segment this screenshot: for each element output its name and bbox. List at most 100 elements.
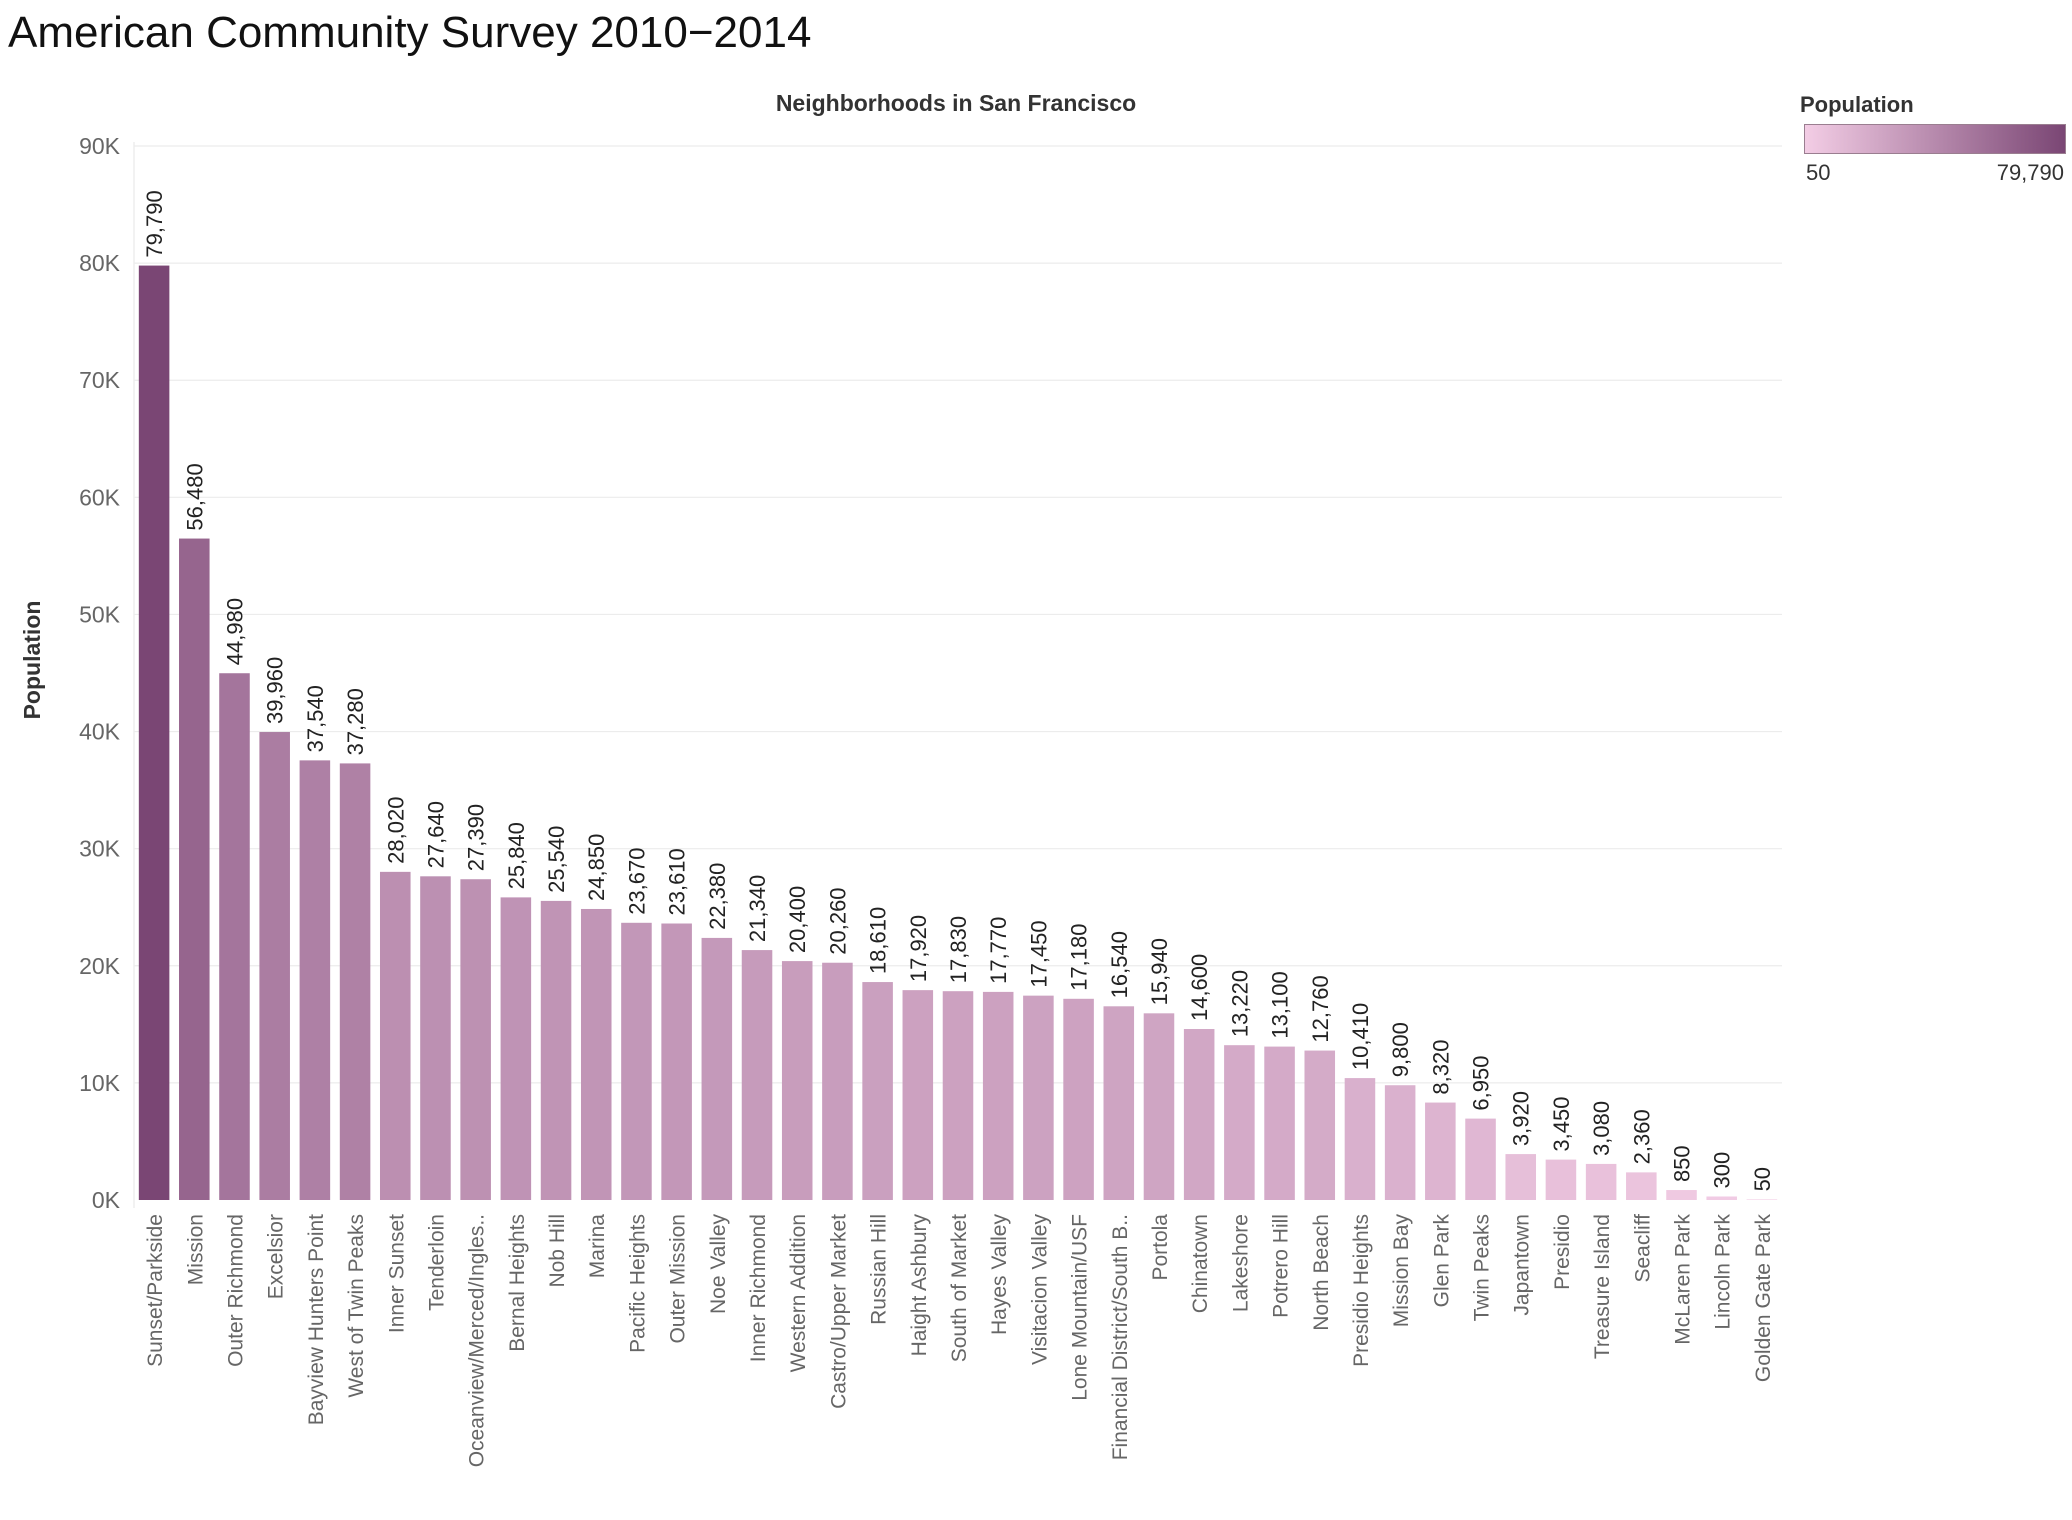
- y-tick-label: 20K: [79, 953, 121, 979]
- chart-title: Neighborhoods in San Francisco: [776, 90, 1136, 116]
- x-tick-label: Outer Mission: [667, 1214, 690, 1344]
- bar[interactable]: [1706, 1196, 1737, 1200]
- value-label: 23,610: [665, 848, 690, 915]
- value-label: 2,360: [1629, 1109, 1654, 1164]
- x-axis-ticks: Sunset/Parkside Mission Outer Richmond Exce…: [144, 1214, 1775, 1468]
- y-tick-label: 40K: [79, 719, 121, 745]
- bar[interactable]: [1183, 1029, 1215, 1200]
- x-tick-label: Treasure Island: [1591, 1214, 1614, 1359]
- x-tick-label: Presidio: [1551, 1214, 1574, 1290]
- value-labels: 79,790 56,480 44,980 39,960 37,540 37,280 28,0…: [142, 190, 1775, 1191]
- x-tick-label: Inner Richmond: [747, 1214, 770, 1362]
- value-label: 13,220: [1227, 970, 1252, 1037]
- bar[interactable]: [138, 265, 170, 1200]
- bar[interactable]: [1505, 1154, 1537, 1200]
- y-axis-title: Population: [19, 601, 45, 720]
- value-label: 17,920: [906, 915, 931, 982]
- x-tick-label: Pacific Heights: [626, 1214, 649, 1353]
- x-tick-label: Lincoln Park: [1712, 1214, 1735, 1330]
- bar[interactable]: [1585, 1163, 1617, 1200]
- x-tick-label: South of Market: [948, 1214, 971, 1362]
- bar[interactable]: [1063, 998, 1094, 1200]
- bar[interactable]: [1264, 1046, 1295, 1200]
- value-label: 24,850: [584, 834, 609, 901]
- x-tick-label: Chinatown: [1189, 1214, 1212, 1313]
- value-label: 17,830: [946, 916, 971, 983]
- value-label: 20,400: [785, 886, 810, 953]
- bar[interactable]: [339, 763, 371, 1200]
- value-label: 12,760: [1308, 975, 1333, 1042]
- bar[interactable]: [580, 908, 612, 1200]
- x-tick-label: Excelsior: [265, 1214, 288, 1299]
- x-tick-label: Western Addition: [787, 1214, 810, 1372]
- value-label: 20,260: [825, 887, 850, 954]
- bar[interactable]: [420, 876, 451, 1200]
- bar[interactable]: [1384, 1085, 1416, 1200]
- bar[interactable]: [1425, 1102, 1456, 1200]
- bar[interactable]: [741, 950, 773, 1200]
- bars: [138, 265, 1778, 1200]
- bar[interactable]: [379, 871, 411, 1200]
- value-label: 79,790: [142, 190, 167, 257]
- value-label: 6,950: [1469, 1056, 1494, 1111]
- bar[interactable]: [1465, 1118, 1496, 1200]
- bar[interactable]: [540, 900, 572, 1200]
- x-tick-label: Financial District/South B..: [1109, 1214, 1132, 1460]
- bar[interactable]: [902, 990, 934, 1200]
- bar[interactable]: [1143, 1013, 1175, 1200]
- value-label: 27,640: [423, 801, 448, 868]
- bar[interactable]: [1304, 1050, 1336, 1200]
- bar[interactable]: [862, 982, 893, 1200]
- value-label: 3,080: [1589, 1101, 1614, 1156]
- bar-chart: 79,790 56,480 44,980 39,960 37,540 37,280 28,0…: [19, 90, 1782, 1468]
- bar[interactable]: [1545, 1159, 1577, 1200]
- bar[interactable]: [1023, 995, 1054, 1200]
- x-tick-label: Nob Hill: [546, 1214, 569, 1288]
- bar[interactable]: [259, 732, 290, 1200]
- value-label: 10,410: [1348, 1003, 1373, 1070]
- x-tick-label: McLaren Park: [1672, 1214, 1695, 1345]
- y-tick-label: 70K: [79, 367, 121, 393]
- value-label: 300: [1710, 1152, 1735, 1189]
- bar[interactable]: [701, 937, 733, 1200]
- bar[interactable]: [822, 962, 853, 1200]
- bar[interactable]: [942, 991, 974, 1200]
- x-tick-label: Mission: [184, 1214, 207, 1285]
- value-label: 13,100: [1268, 971, 1293, 1038]
- bar[interactable]: [1103, 1006, 1135, 1200]
- value-label: 27,390: [464, 804, 489, 871]
- bar[interactable]: [299, 760, 331, 1200]
- legend-title: Population: [1800, 92, 1914, 117]
- y-tick-label: 0K: [92, 1187, 121, 1213]
- bar[interactable]: [1666, 1190, 1697, 1200]
- value-label: 44,980: [222, 598, 247, 665]
- bar[interactable]: [1746, 1199, 1778, 1200]
- bar[interactable]: [460, 879, 491, 1200]
- value-label: 25,540: [544, 826, 569, 893]
- bar[interactable]: [1224, 1045, 1255, 1200]
- x-tick-label: Bernal Heights: [506, 1214, 529, 1352]
- value-label: 37,280: [343, 688, 368, 755]
- bar[interactable]: [621, 922, 652, 1200]
- bar[interactable]: [781, 961, 813, 1200]
- value-label: 21,340: [745, 875, 770, 942]
- bar[interactable]: [1344, 1078, 1376, 1200]
- x-tick-label: Lone Mountain/USF: [1069, 1214, 1092, 1401]
- value-label: 17,180: [1067, 924, 1092, 991]
- x-tick-label: Oceanview/Merced/Ingles..: [466, 1214, 489, 1467]
- bar[interactable]: [1626, 1172, 1657, 1200]
- value-label: 3,450: [1549, 1097, 1574, 1152]
- bar[interactable]: [500, 897, 532, 1200]
- y-tick-label: 30K: [79, 836, 121, 862]
- y-tick-label: 80K: [79, 250, 121, 276]
- value-label: 8,320: [1428, 1040, 1453, 1095]
- bar[interactable]: [219, 673, 250, 1200]
- x-tick-label: Noe Valley: [707, 1214, 730, 1314]
- bar[interactable]: [661, 923, 692, 1200]
- page-title: American Community Survey 2010−2014: [8, 8, 812, 57]
- bar[interactable]: [982, 991, 1014, 1200]
- x-tick-label: Japantown: [1511, 1214, 1534, 1316]
- x-tick-label: Sunset/Parkside: [144, 1214, 167, 1367]
- bar[interactable]: [179, 538, 210, 1200]
- legend-min-label: 50: [1806, 160, 1831, 185]
